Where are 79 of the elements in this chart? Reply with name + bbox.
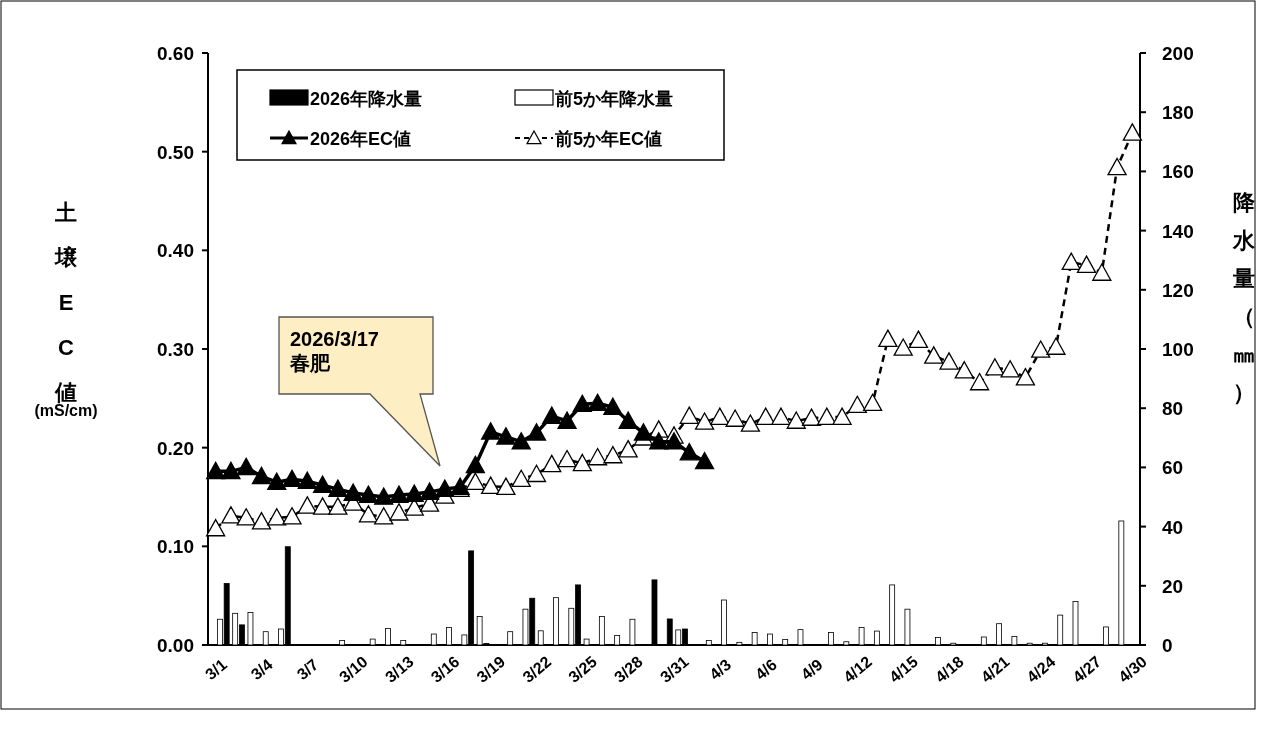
y2-tick-label: 80 <box>1162 398 1184 420</box>
y2-tick-label: 180 <box>1162 102 1194 124</box>
point <box>572 394 592 413</box>
x-tick-label: 3/13 <box>381 652 417 686</box>
point <box>587 393 608 412</box>
x-tick-label: 4/15 <box>886 652 921 686</box>
x-tick-label: 3/22 <box>519 652 555 686</box>
y-tick-label: 0.50 <box>157 141 194 163</box>
y2-tick-label: 100 <box>1162 339 1194 360</box>
y-tick-label: 0.60 <box>157 43 194 64</box>
point <box>374 487 394 505</box>
point <box>282 469 302 488</box>
point <box>267 472 287 491</box>
point <box>297 471 317 490</box>
x-tick-label: 4/9 <box>797 655 826 684</box>
x-tick-label: 3/16 <box>427 652 463 686</box>
y2-tick-label: 160 <box>1162 161 1194 183</box>
point <box>526 423 547 441</box>
point <box>481 422 501 440</box>
point <box>419 482 440 500</box>
legend-label: 前5か年降水量 <box>554 89 674 109</box>
point <box>358 485 379 503</box>
annotation: 2026/3/17 春肥 <box>278 316 441 467</box>
y-tick-label: 0.00 <box>157 635 194 656</box>
point <box>312 475 333 494</box>
point <box>343 483 363 501</box>
point <box>557 411 577 429</box>
x-tick-label: 4/12 <box>840 652 876 686</box>
y-tick-label: 0.30 <box>157 339 194 360</box>
x-tick-label: 4/3 <box>706 655 735 684</box>
x-tick-label: 4/6 <box>752 655 781 684</box>
point <box>679 442 699 461</box>
point <box>603 397 623 416</box>
point <box>542 406 562 424</box>
x-tick-label: 4/30 <box>1115 652 1151 686</box>
annotation: 2026/3/17 春肥 <box>289 328 379 374</box>
point <box>328 479 348 497</box>
point <box>251 466 272 485</box>
y-axis-title: 土壌EC値 (mS/cm) <box>34 200 98 419</box>
point <box>633 423 654 441</box>
legend-label: 2026年EC値 <box>310 129 412 149</box>
y-tick-label: 0.20 <box>157 437 194 459</box>
x-tick-label: 3/7 <box>293 655 322 684</box>
x-tick-label: 3/28 <box>611 652 646 686</box>
x-tick-label: 3/25 <box>565 652 601 686</box>
x-tick-label: 3/19 <box>473 652 509 686</box>
point <box>435 479 455 497</box>
y2-axis-title: 降水量（㎜） <box>1233 190 1255 405</box>
point <box>694 451 715 470</box>
point <box>221 461 241 480</box>
x-tick-label: 4/24 <box>1023 652 1059 686</box>
point <box>205 461 226 480</box>
y2-tick-label: 140 <box>1162 220 1194 242</box>
y2-tick-label: 0 <box>1162 635 1173 656</box>
point <box>618 411 638 429</box>
point <box>496 427 516 445</box>
x-tick-label: 3/1 <box>201 655 231 684</box>
legend-label: 2026年降水量 <box>310 89 423 109</box>
x-tick-label: 4/21 <box>977 652 1013 686</box>
point <box>389 485 409 503</box>
point <box>404 484 424 502</box>
y2-tick-label: 40 <box>1162 516 1184 538</box>
y2-tick-label: 120 <box>1162 279 1194 301</box>
y-tick-label: 0.10 <box>157 536 194 558</box>
x-tick-label: 3/31 <box>656 652 692 686</box>
x-tick-label: 4/27 <box>1069 652 1105 686</box>
y-tick-label: 0.40 <box>157 240 194 262</box>
x-tick-label: 4/18 <box>931 652 967 686</box>
point <box>511 432 531 450</box>
x-tick-label: 3/4 <box>247 655 276 684</box>
point <box>649 432 669 450</box>
point <box>236 457 256 476</box>
point <box>465 455 486 474</box>
y2-tick-label: 20 <box>1162 575 1184 597</box>
y2-tick-label: 200 <box>1162 43 1194 64</box>
point <box>664 432 684 450</box>
y2-tick-label: 60 <box>1162 457 1184 479</box>
legend-label: 前5か年EC値 <box>554 129 663 149</box>
x-tick-label: 3/10 <box>336 652 371 686</box>
